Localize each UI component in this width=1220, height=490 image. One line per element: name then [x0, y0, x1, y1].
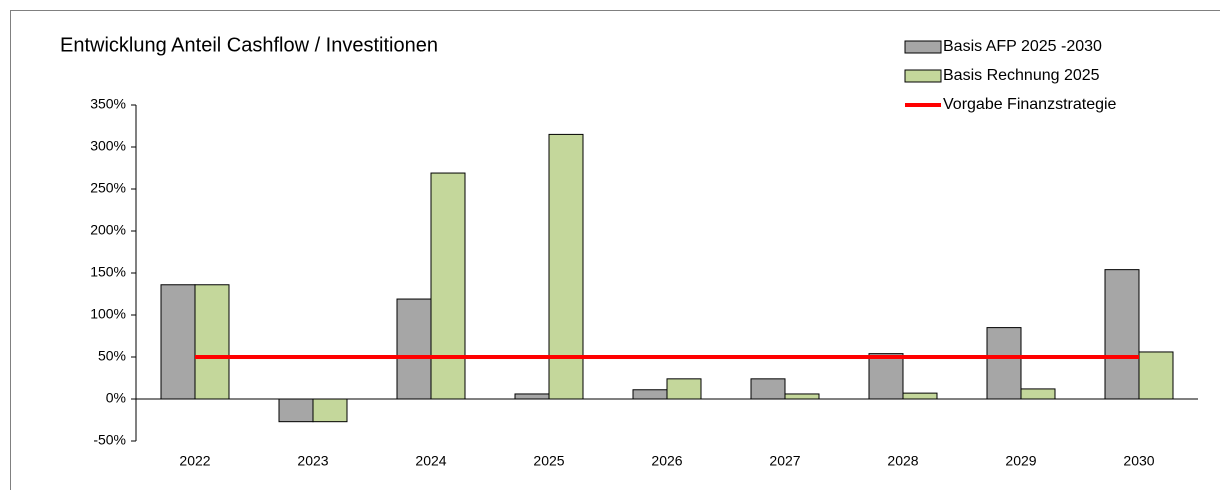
bar	[194, 284, 230, 400]
chart-frame	[10, 10, 1220, 490]
bar	[278, 398, 314, 423]
x-tick-label: 2023	[297, 453, 328, 469]
x-tick-label: 2027	[769, 453, 800, 469]
bar	[868, 353, 904, 400]
y-tick-label: 300%	[90, 138, 126, 154]
bar	[986, 327, 1022, 400]
x-tick-label: 2024	[415, 453, 446, 469]
bar	[1138, 351, 1174, 400]
legend-label: Vorgabe Finanzstrategie	[943, 96, 1117, 113]
bar	[1104, 269, 1140, 400]
y-tick-label: 50%	[98, 348, 126, 364]
x-tick-label: 2030	[1123, 453, 1154, 469]
bar	[632, 389, 668, 400]
legend-swatch	[904, 40, 942, 54]
y-tick-label: 100%	[90, 306, 126, 322]
y-tick-label: 150%	[90, 264, 126, 280]
bar	[666, 378, 702, 400]
legend-swatch	[904, 69, 942, 83]
x-tick-label: 2028	[887, 453, 918, 469]
bar	[312, 398, 348, 423]
bar	[750, 378, 786, 400]
y-tick-label: 250%	[90, 180, 126, 196]
bar	[396, 298, 432, 400]
bar	[514, 393, 550, 400]
x-tick-label: 2022	[179, 453, 210, 469]
bar	[902, 392, 938, 400]
y-tick-label: -50%	[93, 432, 126, 448]
x-tick-label: 2029	[1005, 453, 1036, 469]
bar	[160, 284, 196, 400]
bar	[430, 172, 466, 400]
bar	[784, 393, 820, 400]
y-tick-label: 350%	[90, 96, 126, 112]
chart-title: Entwicklung Anteil Cashflow / Investitio…	[60, 34, 438, 56]
legend-label: Basis Rechnung 2025	[943, 67, 1100, 84]
bar	[1020, 388, 1056, 400]
y-tick-label: 0%	[106, 390, 126, 406]
legend-label: Basis AFP 2025 -2030	[943, 38, 1102, 55]
x-tick-label: 2026	[651, 453, 682, 469]
x-tick-label: 2025	[533, 453, 564, 469]
bar	[548, 133, 584, 400]
y-tick-label: 200%	[90, 222, 126, 238]
